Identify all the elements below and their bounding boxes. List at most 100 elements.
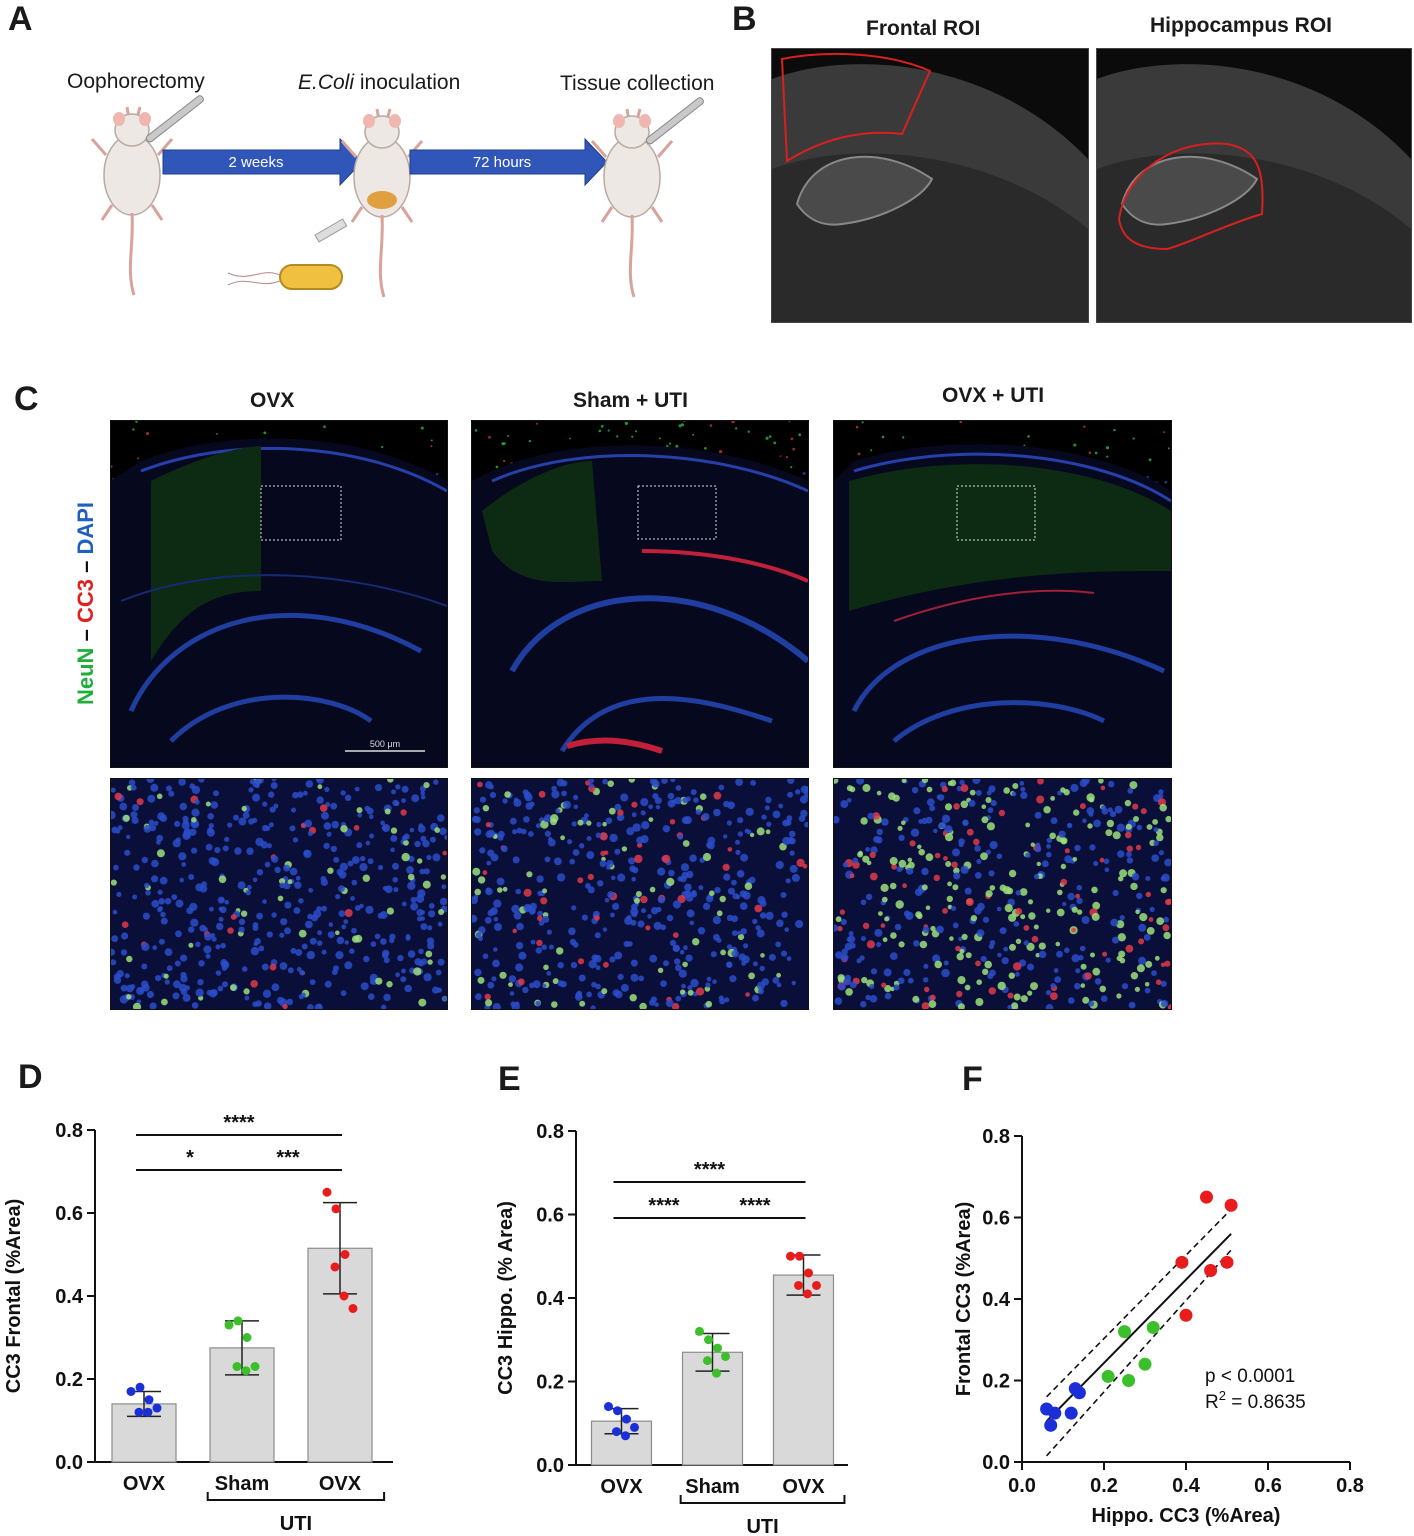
stain-legend: NeuN – CC3 – DAPI (73, 502, 103, 735)
chart-d: 0.0 0.2 0.4 0.6 0.8 CC3 Frontal (%Area) OVX Sha… (3, 1112, 393, 1535)
significance-label: *** (276, 1147, 300, 1169)
category-label: OVX (319, 1473, 362, 1495)
y-tick-label: 0.8 (982, 1126, 1010, 1148)
data-point (143, 1407, 153, 1417)
panel-letter-a: A (8, 0, 33, 38)
scatter-point (1220, 1255, 1234, 1269)
data-point (340, 1250, 350, 1259)
r2-label: R2 = 0.8635 (1205, 1388, 1306, 1413)
y-tick-label: 0.4 (55, 1286, 84, 1308)
panel-letter-d: D (18, 1058, 43, 1096)
y-tick-label: 0.6 (982, 1208, 1010, 1230)
inoculation-label: inoculation (359, 71, 461, 94)
x-axis-label: Hippo. CC3 (%Area) (1092, 1505, 1281, 1527)
y-tick-label: 0.2 (55, 1369, 83, 1391)
x-tick-label: 0.6 (1254, 1475, 1282, 1497)
cell-texture (111, 779, 447, 1009)
syringe-icon (314, 218, 348, 243)
y-tick-label: 0.8 (55, 1120, 83, 1142)
data-point (612, 1427, 621, 1437)
data-point (144, 1395, 154, 1405)
significance-label: **** (694, 1159, 725, 1181)
data-point (250, 1362, 260, 1372)
y-tick-label: 0.4 (536, 1288, 565, 1310)
data-point (331, 1204, 341, 1214)
y-axis-label: CC3 Frontal (%Area) (3, 1199, 25, 1393)
data-point (721, 1351, 730, 1361)
micrograph-ovx-uti-zoom (833, 778, 1172, 1010)
significance-label: **** (223, 1112, 254, 1134)
data-point (604, 1402, 613, 1412)
frontal-roi-image (771, 48, 1089, 323)
y-tick-label: 0.2 (982, 1371, 1010, 1393)
panel-letter-f: F (962, 1060, 983, 1098)
y-axis-label: Frontal CC3 (%Area) (953, 1202, 975, 1396)
bar (772, 1274, 835, 1466)
bar (681, 1351, 744, 1466)
ecoli-label: E.Coli (298, 71, 355, 94)
scatter-point (1044, 1418, 1058, 1432)
y-tick-label: 0.8 (536, 1121, 564, 1143)
micrograph-ovx-zoom (110, 778, 448, 1010)
arrow-2-weeks-icon (162, 137, 363, 187)
group-bracket (206, 1492, 386, 1501)
step-tissue-collection: Tissue collection (560, 72, 715, 95)
significance-label: **** (648, 1195, 679, 1217)
group-label: UTI (280, 1513, 312, 1535)
bacteria-icon (227, 264, 343, 290)
data-point (621, 1431, 630, 1441)
significance-label: * (186, 1147, 194, 1169)
data-point (348, 1303, 358, 1313)
panel-letter-c: C (14, 380, 39, 418)
data-point (703, 1356, 712, 1366)
y-tick-label: 0.6 (536, 1205, 564, 1227)
scatter-point (1118, 1325, 1131, 1339)
category-label: OVX (123, 1473, 166, 1495)
dapi-label: DAPI (73, 501, 98, 555)
scatter-point (1101, 1369, 1115, 1383)
mouse-tissue-collection-icon (590, 97, 704, 299)
scatter-point (1179, 1308, 1193, 1322)
data-point (339, 1291, 349, 1301)
group-label: UTI (746, 1516, 778, 1536)
micrograph-sham-uti-zoom (471, 778, 809, 1010)
data-point (630, 1422, 639, 1432)
micrograph-sham-uti-overview (471, 420, 809, 768)
y-tick-label: 0.6 (55, 1203, 83, 1225)
step-inoculation: E.Coli inoculation (298, 71, 460, 95)
micrograph-ovx-uti-overview (833, 420, 1172, 768)
x-tick-label: 0.2 (1090, 1475, 1118, 1497)
dash-2: – (73, 560, 98, 573)
category-label: Sham (215, 1473, 269, 1495)
data-point (241, 1366, 251, 1376)
roi-frontal-title: Frontal ROI (866, 17, 981, 40)
scatter-point (1204, 1263, 1218, 1277)
data-point (233, 1316, 243, 1326)
x-tick-label: 0.0 (1008, 1475, 1036, 1497)
data-point (134, 1407, 144, 1417)
scatter-point (1224, 1198, 1238, 1212)
data-point (712, 1368, 721, 1378)
confidence-lower (1046, 1249, 1232, 1457)
y-tick-label: 0.4 (982, 1289, 1011, 1311)
cell-texture (472, 779, 808, 1009)
arrow-2-weeks-label: 2 weeks (228, 154, 283, 171)
scatter-point (1064, 1406, 1078, 1420)
data-point (152, 1403, 162, 1413)
roi-hippocampus-title: Hippocampus ROI (1150, 14, 1333, 37)
cc3-label: CC3 (73, 579, 98, 624)
data-point (713, 1343, 722, 1353)
confidence-upper (1046, 1208, 1232, 1398)
data-point (786, 1251, 795, 1261)
neun-label: NeuN (73, 647, 98, 705)
data-point (803, 1289, 812, 1299)
category-label: OVX (600, 1476, 643, 1498)
data-point (795, 1251, 804, 1261)
scatter-point (1175, 1255, 1189, 1269)
panel-letter-e: E (498, 1060, 521, 1098)
group-bracket (679, 1495, 846, 1504)
data-point (622, 1414, 631, 1424)
x-tick-label: 0.4 (1172, 1475, 1201, 1497)
data-point (613, 1406, 622, 1416)
y-tick-label: 0.0 (536, 1455, 564, 1477)
